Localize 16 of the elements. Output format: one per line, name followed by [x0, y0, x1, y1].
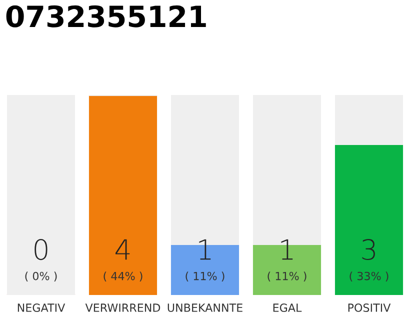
annotation: ( 33% ) — [350, 272, 388, 282]
annotation: ( 11% ) — [268, 272, 306, 282]
x-tick-label: POSITIV — [348, 304, 391, 312]
x-tick-label: UNBEKANNTE — [168, 304, 242, 312]
data-label: 0 — [34, 239, 48, 260]
x-tick-label: EGAL — [273, 304, 302, 312]
x-tick-label: VERWIRREND — [85, 304, 160, 312]
x-tick-label: NEGATIV — [18, 304, 66, 312]
annotation: ( 11% ) — [186, 272, 224, 282]
chart-title: 0732355121 — [6, 5, 206, 28]
data-label: 3 — [362, 239, 375, 260]
annotation: ( 0% ) — [25, 272, 57, 282]
data-label: 4 — [116, 239, 130, 260]
annotation: ( 44% ) — [104, 272, 142, 282]
data-label: 1 — [199, 239, 211, 260]
data-label: 1 — [281, 239, 293, 260]
